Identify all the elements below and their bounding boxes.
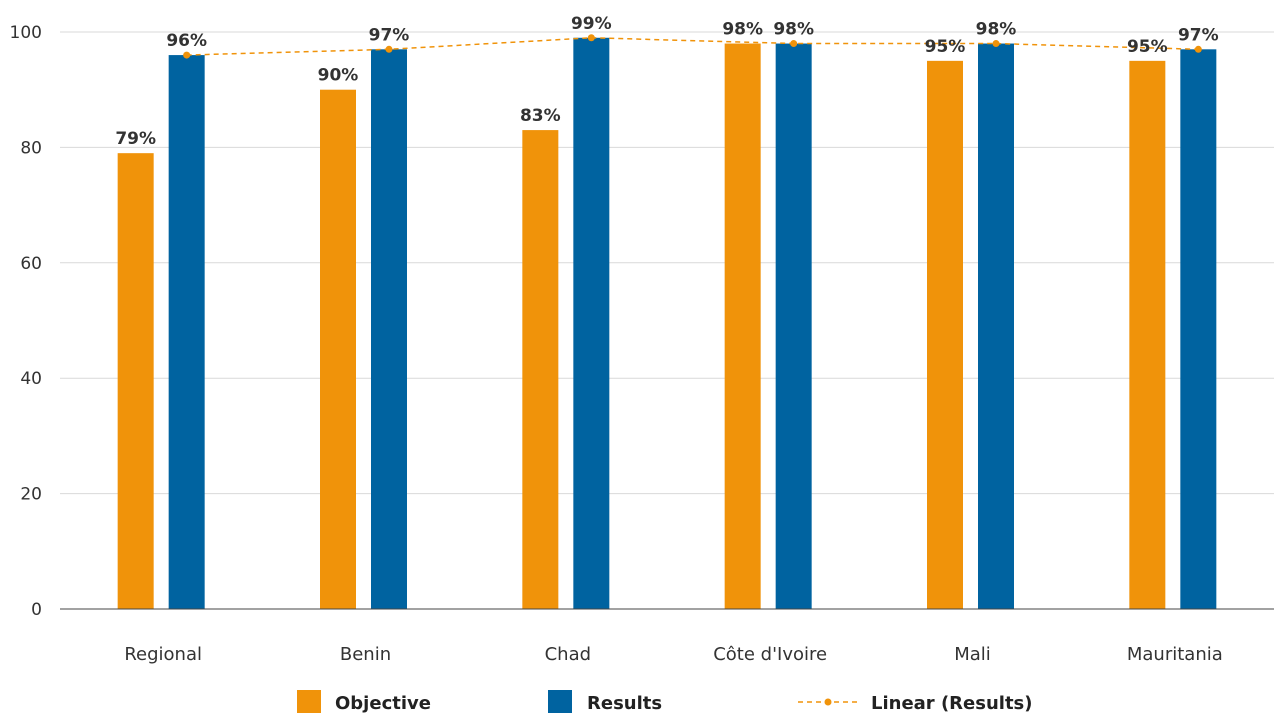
data-labels: 79% 96% 90% 97% 83% 99% 98% 98% 95% 98% 95% 97% [115,14,1218,149]
x-category-label: Benin [340,644,391,665]
legend-swatch-results [548,690,572,713]
data-label-objective: 95% [1127,37,1168,57]
data-label-objective: 95% [925,37,966,57]
legend-label-objective: Objective [335,693,431,713]
legend-item-objective[interactable]: Objective [297,690,431,713]
trendline [183,34,1202,59]
bar-results [1180,49,1217,610]
trendline-marker [385,45,393,53]
data-label-objective: 90% [318,66,359,86]
trendline-marker [587,34,595,42]
data-label-objective: 98% [722,20,763,40]
trendline-path [186,37,1199,56]
bar-objective [522,130,559,609]
bar-results [573,37,610,609]
y-tick-label: 40 [20,369,42,389]
bar-objective [117,153,154,610]
y-tick-label: 100 [10,23,42,43]
x-category-label: Mali [954,644,991,665]
trendline-marker [183,51,191,59]
legend-item-results[interactable]: Results [548,690,662,713]
legend-trend-marker [824,698,832,706]
bars [117,37,1217,610]
data-label-objective: 79% [115,129,156,149]
bar-results [775,43,812,610]
y-tick-label: 20 [20,485,42,505]
trendline-marker [790,40,798,48]
y-tick-label: 80 [20,138,42,158]
legend-swatch-objective [297,690,321,713]
x-category-label: Mauritania [1127,644,1223,665]
bar-results [371,49,407,610]
grid-lines [60,31,1274,495]
data-label-objective: 83% [520,106,561,126]
legend-label-results: Results [587,693,662,713]
data-label-results: 97% [369,25,410,45]
bar-results [168,55,205,609]
x-category-label: Chad [545,644,591,665]
bar-results [978,43,1014,610]
x-category-label: Côte d'Ivoire [713,644,827,665]
legend-label-linear-results: Linear (Results) [871,693,1033,713]
legend-item-linear-results[interactable]: Linear (Results) [798,693,1033,713]
trendline-marker [1194,45,1202,53]
data-label-results: 96% [166,31,207,51]
data-label-results: 98% [773,20,814,40]
bar-objective [927,60,963,610]
y-tick-label: 0 [31,600,42,620]
data-label-results: 97% [1178,25,1219,45]
data-label-results: 99% [571,14,612,34]
bar-objective [1129,60,1166,610]
x-axis-categories: Regional Benin Chad Côte d'Ivoire Mali Maurit… [124,644,1222,665]
bar-objective [724,43,761,610]
y-tick-label: 60 [20,254,42,274]
x-category-label: Regional [124,644,202,665]
data-label-results: 98% [976,20,1017,40]
legend: Objective Results Linear (Results) [297,690,1033,713]
y-axis-ticks: 0 20 40 60 80 100 [10,23,42,620]
trendline-marker [992,40,1000,48]
bar-objective [320,89,356,609]
